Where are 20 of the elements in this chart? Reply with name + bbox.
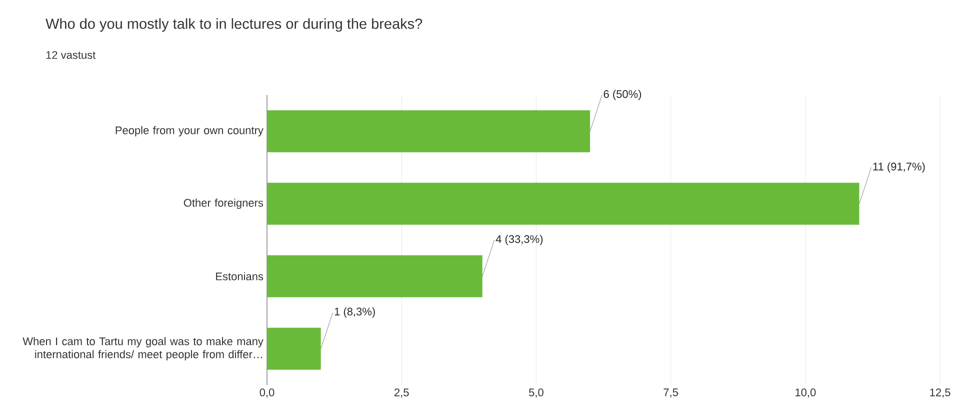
y-tick-label: Other foreigners [184, 198, 264, 209]
bar [267, 182, 860, 225]
data-label: 1 (8,3%) [334, 307, 375, 318]
x-tick-label: 2,5 [394, 388, 409, 398]
bar [267, 328, 321, 370]
x-tick-label: 5,0 [529, 388, 544, 398]
y-tick-label: Estonians [216, 272, 264, 280]
data-label: 11 (91,7%) [873, 162, 925, 173]
bar [267, 255, 482, 298]
data-label: 4 (33,3%) [496, 234, 543, 246]
data-label: 6 (50%) [604, 90, 642, 100]
bar [267, 110, 590, 152]
x-tick-label: 7,5 [664, 388, 678, 398]
x-tick-label: 12,5 [930, 388, 950, 398]
text: 12 vastust [46, 51, 96, 59]
x-tick-label: 10,0 [796, 388, 816, 398]
chart-title: Who do you mostly talk to in lectures or during the breaks? [46, 18, 422, 32]
x-tick-label: 0,0 [260, 388, 274, 398]
y-tick-label: When I cam to Tartu my goal was to make many international friends/ meet people from differ… [22, 337, 264, 360]
y-tick-label: People from your own country [116, 126, 264, 136]
